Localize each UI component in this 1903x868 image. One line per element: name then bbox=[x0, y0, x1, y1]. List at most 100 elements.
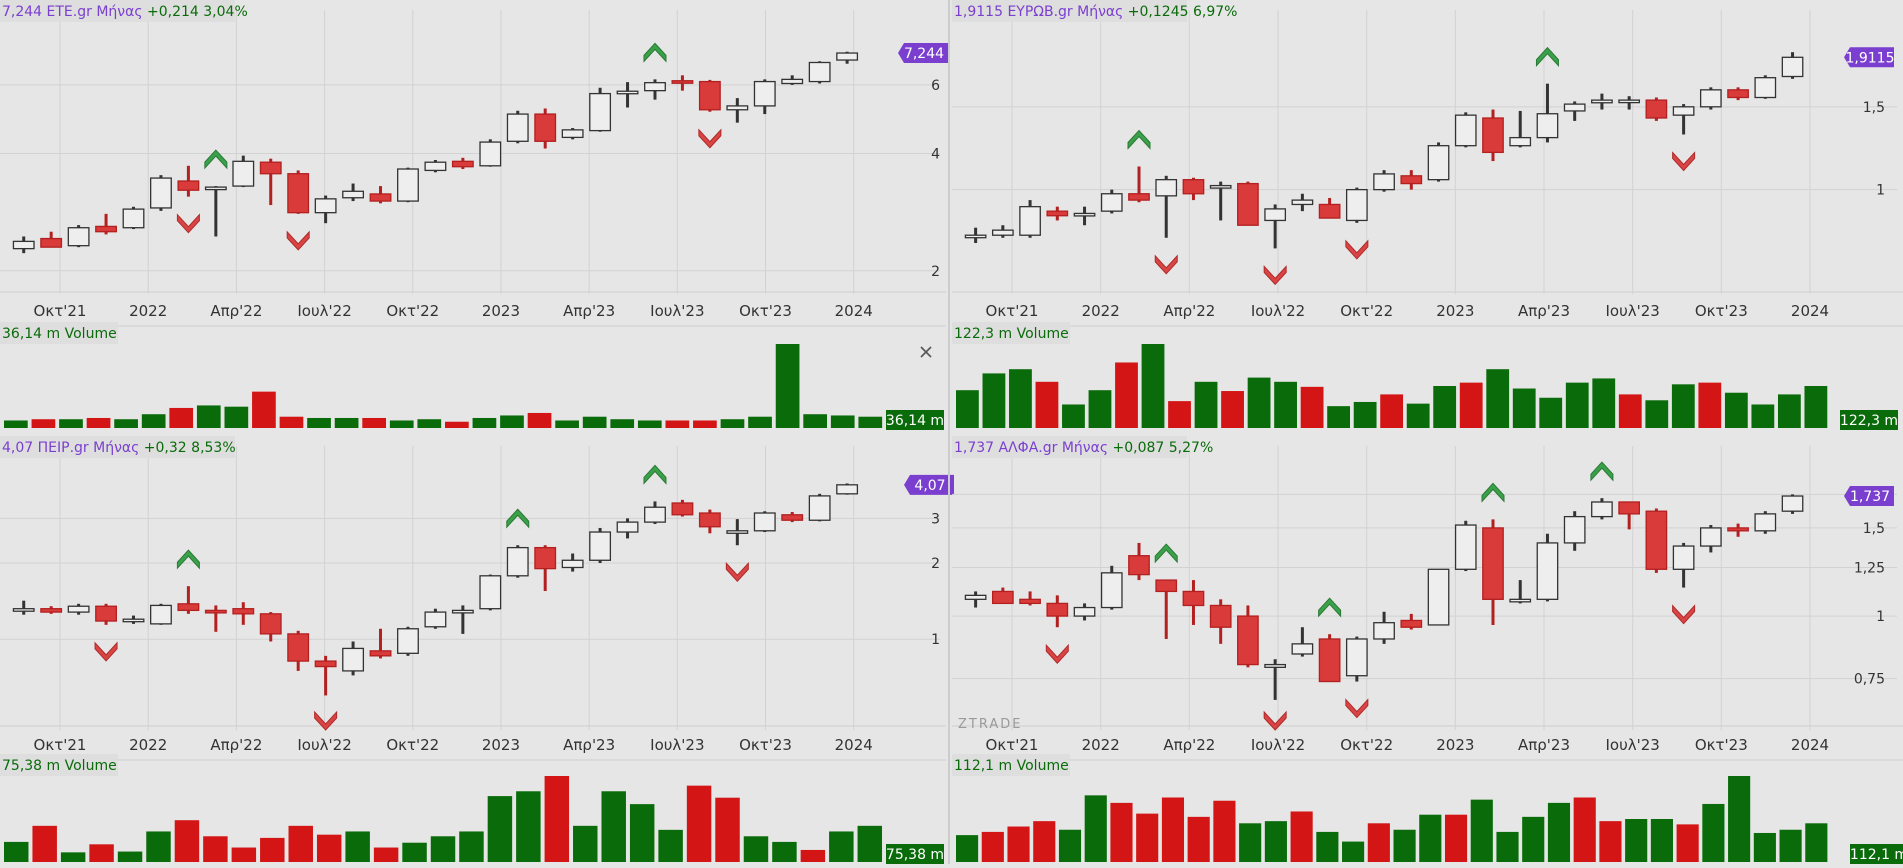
candle[interactable] bbox=[1482, 109, 1504, 162]
candle[interactable] bbox=[1264, 204, 1287, 249]
candle[interactable] bbox=[1563, 511, 1586, 551]
candle[interactable] bbox=[644, 79, 666, 100]
candle[interactable] bbox=[1618, 96, 1641, 110]
candle[interactable] bbox=[1509, 580, 1532, 604]
candle[interactable] bbox=[232, 155, 255, 188]
candle[interactable] bbox=[1373, 611, 1395, 644]
candle[interactable] bbox=[342, 641, 365, 676]
candle[interactable] bbox=[991, 587, 1014, 605]
candle[interactable] bbox=[506, 110, 529, 144]
candle[interactable] bbox=[1128, 542, 1150, 581]
candle[interactable] bbox=[1264, 659, 1287, 700]
candle[interactable] bbox=[781, 75, 804, 85]
candle[interactable] bbox=[1046, 206, 1069, 221]
candle[interactable] bbox=[561, 128, 584, 140]
candle[interactable] bbox=[1454, 112, 1477, 148]
candle[interactable] bbox=[1563, 101, 1586, 121]
candle[interactable] bbox=[1073, 603, 1096, 621]
candle[interactable] bbox=[534, 545, 557, 592]
candle[interactable] bbox=[506, 545, 529, 578]
candle[interactable] bbox=[1699, 525, 1722, 553]
close-icon[interactable] bbox=[920, 346, 932, 358]
candle[interactable] bbox=[1155, 175, 1178, 238]
candle[interactable] bbox=[1128, 166, 1150, 203]
candle[interactable] bbox=[698, 509, 721, 534]
candle[interactable] bbox=[1727, 523, 1749, 537]
candle[interactable] bbox=[451, 605, 474, 634]
candle[interactable] bbox=[1182, 177, 1205, 201]
candle[interactable] bbox=[1482, 519, 1504, 625]
candle[interactable] bbox=[150, 175, 172, 211]
candle[interactable] bbox=[1699, 87, 1722, 110]
candle[interactable] bbox=[1781, 494, 1804, 514]
candle[interactable] bbox=[424, 159, 447, 173]
candle[interactable] bbox=[1100, 565, 1123, 610]
candle[interactable] bbox=[1645, 508, 1668, 573]
candle[interactable] bbox=[314, 655, 337, 696]
candle[interactable] bbox=[1427, 568, 1450, 626]
candle[interactable] bbox=[991, 225, 1014, 238]
candle[interactable] bbox=[1318, 197, 1341, 219]
candle[interactable] bbox=[1345, 636, 1368, 682]
candle[interactable] bbox=[1318, 634, 1341, 683]
candle[interactable] bbox=[726, 98, 749, 123]
candle[interactable] bbox=[1155, 579, 1178, 639]
candle[interactable] bbox=[204, 605, 227, 632]
candle[interactable] bbox=[479, 139, 502, 167]
candle[interactable] bbox=[753, 79, 776, 115]
candle[interactable] bbox=[808, 61, 831, 84]
candle[interactable] bbox=[342, 183, 365, 202]
candle[interactable] bbox=[964, 227, 987, 244]
candle[interactable] bbox=[40, 231, 63, 248]
candle[interactable] bbox=[589, 527, 612, 563]
candle[interactable] bbox=[1237, 605, 1259, 668]
candle[interactable] bbox=[726, 519, 749, 546]
candle[interactable] bbox=[808, 493, 831, 522]
candle[interactable] bbox=[314, 195, 337, 224]
candle[interactable] bbox=[1400, 613, 1423, 630]
candle[interactable] bbox=[122, 206, 145, 230]
candle[interactable] bbox=[1754, 75, 1777, 99]
candle[interactable] bbox=[259, 612, 282, 642]
candle[interactable] bbox=[644, 501, 666, 525]
candle[interactable] bbox=[259, 158, 282, 206]
candle[interactable] bbox=[12, 236, 35, 254]
candle[interactable] bbox=[781, 511, 804, 523]
candle[interactable] bbox=[836, 51, 859, 64]
candle[interactable] bbox=[204, 186, 227, 237]
candle[interactable] bbox=[534, 108, 557, 149]
candle[interactable] bbox=[12, 600, 35, 615]
candle[interactable] bbox=[561, 553, 584, 572]
candle[interactable] bbox=[1019, 200, 1041, 238]
candle[interactable] bbox=[1373, 170, 1395, 192]
candle[interactable] bbox=[1536, 83, 1559, 143]
candle[interactable] bbox=[1727, 87, 1749, 101]
candle[interactable] bbox=[67, 603, 90, 615]
candle[interactable] bbox=[1100, 189, 1123, 214]
candle[interactable] bbox=[1291, 627, 1314, 657]
candle[interactable] bbox=[1454, 520, 1477, 572]
candle[interactable] bbox=[1591, 93, 1613, 110]
candle[interactable] bbox=[1046, 595, 1069, 628]
candle[interactable] bbox=[698, 79, 721, 112]
candle[interactable] bbox=[1291, 193, 1314, 212]
candle[interactable] bbox=[671, 499, 694, 517]
candle[interactable] bbox=[1345, 187, 1368, 223]
candle[interactable] bbox=[589, 87, 612, 132]
candle[interactable] bbox=[424, 608, 447, 629]
candle[interactable] bbox=[964, 591, 987, 608]
candle[interactable] bbox=[232, 602, 255, 625]
candle[interactable] bbox=[397, 626, 419, 656]
candle[interactable] bbox=[95, 213, 118, 235]
candle[interactable] bbox=[1672, 542, 1695, 588]
candle[interactable] bbox=[40, 606, 63, 614]
candle[interactable] bbox=[1237, 181, 1259, 226]
candle[interactable] bbox=[369, 628, 392, 659]
candle[interactable] bbox=[1427, 142, 1450, 182]
candle[interactable] bbox=[397, 167, 419, 203]
candle[interactable] bbox=[671, 75, 694, 91]
candle[interactable] bbox=[287, 170, 310, 214]
candle[interactable] bbox=[1209, 599, 1232, 644]
candle[interactable] bbox=[177, 165, 200, 197]
candle[interactable] bbox=[1672, 104, 1695, 135]
